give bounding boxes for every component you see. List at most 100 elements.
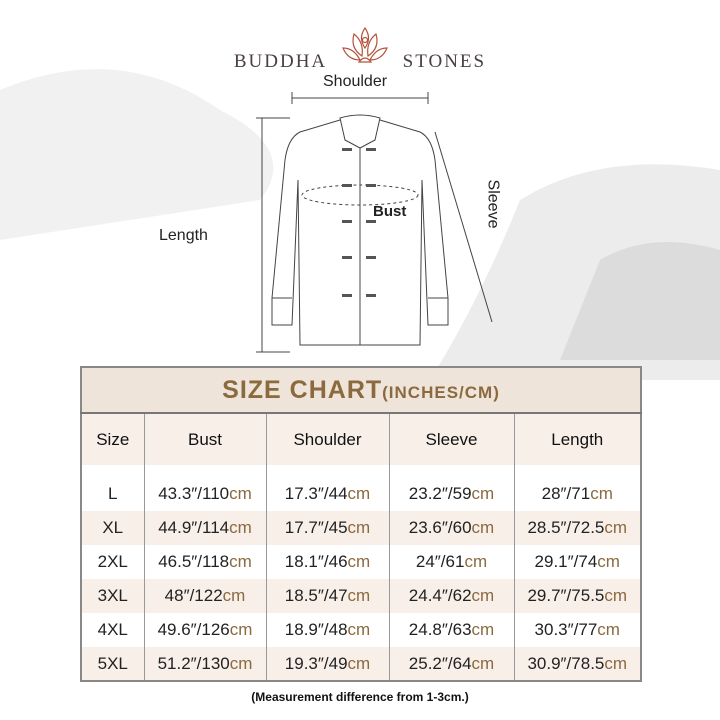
cell-length: 28.5″/72.5cm: [513, 511, 641, 545]
lotus-meditation-icon: [342, 26, 388, 63]
cell-shoulder: 17.7″/45cm: [265, 511, 389, 545]
cell-value: 18.1″/46: [284, 552, 348, 571]
cell-value: 28″/71: [541, 484, 591, 503]
cell-size: 3XL: [81, 579, 144, 613]
cell-value: 24″/61: [415, 552, 465, 571]
unit-cm: cm: [229, 484, 252, 503]
cell-length: 30.3″/77cm: [513, 613, 641, 647]
cell-value: 24.4″/62: [408, 586, 472, 605]
cell-value: 30.9″/78.5: [527, 653, 605, 673]
cell-value: 4XL: [97, 620, 128, 639]
sleeve-measure-line: [434, 131, 493, 323]
header-sleeve: Sleeve: [388, 413, 514, 465]
cell-value: 30.3″/77: [534, 620, 598, 639]
cell-value: 18.5″/47: [284, 586, 348, 605]
unit-cm: cm: [347, 484, 371, 503]
unit-cm: cm: [347, 552, 371, 571]
header-size: Size: [81, 413, 144, 465]
shoulder-label: Shoulder: [323, 73, 388, 90]
unit-cm: cm: [604, 518, 628, 537]
cell-bust: 49.6″/126cm: [143, 613, 266, 647]
cell-size: 2XL: [81, 545, 144, 579]
cell-shoulder: 18.5″/47cm: [265, 579, 389, 613]
unit-cm: cm: [597, 552, 620, 571]
size-chart-table: SIZE CHART(INCHES/CM) Size Bust Shoulder…: [80, 366, 642, 682]
size-chart-title: SIZE CHART(INCHES/CM): [81, 367, 641, 414]
table-row: 3XL 48″/122cm 18.5″/47cm 24.4″/62cm 29.7″/75…: [81, 579, 641, 613]
cell-bust: 43.3″/110cm: [143, 477, 266, 511]
unit-cm: cm: [229, 620, 253, 639]
unit-cm: cm: [471, 586, 495, 605]
unit-cm: cm: [604, 653, 628, 673]
header-length: Length: [513, 413, 641, 465]
cell-size: L: [81, 477, 144, 511]
cell-value: 23.6″/60: [408, 518, 472, 537]
cell-value: XL: [102, 518, 124, 537]
cell-value: 19.3″/49: [284, 653, 348, 673]
cell-value: 51.2″/130: [157, 653, 230, 673]
unit-cm: cm: [229, 653, 253, 673]
unit-cm: cm: [471, 653, 495, 673]
unit-cm: cm: [471, 620, 495, 639]
brand-left: BUDDHA: [233, 50, 328, 72]
unit-cm: cm: [471, 518, 495, 537]
cell-value: 29.7″/75.5: [527, 586, 605, 605]
cell-length: 28″/71cm: [513, 477, 641, 511]
cell-sleeve: 23.6″/60cm: [388, 511, 514, 545]
cell-sleeve: 23.2″/59cm: [388, 477, 514, 511]
unit-cm: cm: [471, 484, 495, 503]
bust-label: Bust: [373, 203, 407, 220]
length-label: Length: [159, 227, 208, 244]
cell-shoulder: 17.3″/44cm: [265, 477, 389, 511]
unit-cm: cm: [347, 586, 371, 605]
cell-shoulder: 18.1″/46cm: [265, 545, 389, 579]
cell-value: 46.5″/118: [158, 552, 230, 571]
cell-value: 49.6″/126: [157, 620, 230, 639]
cell-value: 17.7″/45: [284, 518, 348, 537]
table-row: XL 44.9″/114cm 17.7″/45cm 23.6″/60cm 28.5″/7…: [81, 511, 641, 545]
cell-sleeve: 24.8″/63cm: [388, 613, 514, 647]
unit-cm: cm: [222, 586, 246, 605]
table-row: 4XL 49.6″/126cm 18.9″/48cm 24.8″/63cm 30.3″/…: [81, 613, 641, 647]
unit-cm: cm: [347, 653, 371, 673]
brand-logo: BUDDHA STONES: [0, 26, 720, 73]
unit-cm: cm: [229, 552, 252, 571]
cell-value: 5XL: [97, 653, 128, 673]
table-row: 5XL 51.2″/130cm 19.3″/49cm 25.2″/64cm 30.9″/…: [81, 647, 641, 681]
cell-size: 5XL: [81, 647, 144, 681]
unit-cm: cm: [347, 518, 371, 537]
unit-cm: cm: [590, 484, 613, 503]
title-units: (INCHES/CM): [382, 382, 500, 402]
table-row: L 43.3″/110cm 17.3″/44cm 23.2″/59cm 28″/71cm: [81, 477, 641, 511]
cell-bust: 46.5″/118cm: [143, 545, 266, 579]
cell-sleeve: 24.4″/62cm: [388, 579, 514, 613]
cell-value: 25.2″/64: [408, 653, 472, 673]
unit-cm: cm: [597, 620, 620, 639]
cell-length: 29.7″/75.5cm: [513, 579, 641, 613]
cell-bust: 51.2″/130cm: [143, 647, 266, 681]
cell-value: 29.1″/74: [534, 552, 598, 571]
cell-value: 23.2″/59: [408, 484, 472, 503]
unit-cm: cm: [229, 518, 252, 537]
cell-value: 24.8″/63: [408, 620, 472, 639]
cell-value: 48″/122: [164, 586, 223, 605]
cell-shoulder: 18.9″/48cm: [265, 613, 389, 647]
cell-length: 29.1″/74cm: [513, 545, 641, 579]
cell-value: 43.3″/110: [158, 484, 230, 503]
measurement-note: (Measurement difference from 1-3cm.): [251, 690, 469, 704]
cell-value: L: [108, 484, 118, 503]
sleeve-label: Sleeve: [484, 179, 502, 229]
unit-cm: cm: [604, 586, 628, 605]
header-shoulder: Shoulder: [265, 413, 389, 465]
jacket-diagram: [256, 92, 493, 353]
cell-length: 30.9″/78.5cm: [513, 647, 641, 681]
cell-value: 17.3″/44: [284, 484, 348, 503]
cell-bust: 44.9″/114cm: [143, 511, 266, 545]
cell-sleeve: 24″/61cm: [388, 545, 514, 579]
cell-sleeve: 25.2″/64cm: [388, 647, 514, 681]
cell-size: 4XL: [81, 613, 144, 647]
cell-value: 44.9″/114: [158, 518, 230, 537]
cell-size: XL: [81, 511, 144, 545]
unit-cm: cm: [464, 552, 488, 571]
